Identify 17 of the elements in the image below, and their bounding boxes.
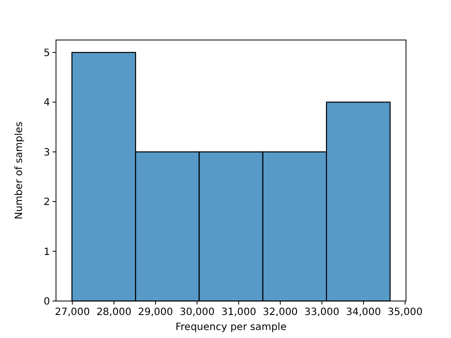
- x-tick-label: 30,000: [180, 307, 215, 318]
- x-tick-label: 27,000: [54, 307, 90, 318]
- y-tick-label: 4: [44, 98, 50, 109]
- y-tick-label: 3: [44, 147, 50, 158]
- y-tick-label: 0: [44, 296, 50, 308]
- y-tick-label: 2: [44, 197, 50, 208]
- x-tick-label: 28,000: [96, 307, 132, 318]
- x-tick-label: 33,000: [304, 307, 340, 318]
- x-axis-title: Frequency per sample: [176, 322, 286, 333]
- x-tick-label: 34,000: [346, 307, 381, 318]
- x-tick-label: 31,000: [221, 307, 256, 318]
- x-tick-label: 35,000: [388, 307, 423, 318]
- x-tick-label: 32,000: [262, 307, 298, 318]
- y-axis-title: Number of samples: [14, 122, 25, 220]
- y-tick-label: 1: [44, 246, 50, 258]
- y-tick-label: 5: [44, 48, 50, 59]
- x-tick-label: 29,000: [138, 307, 174, 318]
